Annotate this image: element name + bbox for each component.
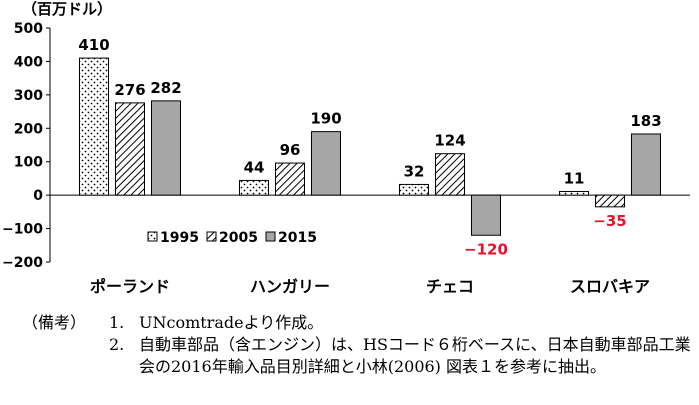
data-label: −35 <box>593 212 626 230</box>
legend-swatch-2005 <box>206 231 217 242</box>
y-tick-label: 200 <box>14 121 43 137</box>
bars-group <box>79 57 661 236</box>
legend: 1995 2005 2015 <box>147 230 317 246</box>
legend-swatch-1995 <box>147 231 158 242</box>
data-label: 190 <box>310 110 341 128</box>
data-label: 124 <box>434 132 465 150</box>
bar-chart: （百万ドル） 500 400 300 200 100 0 −100 −200 410 276 28… <box>2 0 690 296</box>
data-label: −120 <box>464 240 508 258</box>
legend-label: 1995 <box>160 230 199 246</box>
note-1: （備考） 1. UNcomtradeより作成。 <box>22 312 692 334</box>
note-indent <box>22 334 109 378</box>
y-tick-label: −200 <box>2 255 43 271</box>
y-tick-label: 500 <box>14 21 43 37</box>
data-label: 44 <box>244 158 265 176</box>
bar-2005-1 <box>275 162 305 196</box>
category-labels-group: ポーランド ハンガリー チェコ スロバキア <box>90 277 650 296</box>
data-labels-group: 410 276 282 44 96 190 32 124 −120 11 −35 183 <box>78 36 661 258</box>
bar-1995-0 <box>79 57 109 196</box>
note-2: 2. 自動車部品（含エンジン）は、HSコード６桁ベースに、日本自動車部品工業会の… <box>22 334 692 378</box>
bar-1995-1 <box>239 179 269 196</box>
bar-2015-0 <box>151 100 181 196</box>
legend-label: 2005 <box>219 230 258 246</box>
bar-2005-0 <box>115 102 145 196</box>
y-axis-unit-label: （百万ドル） <box>22 0 112 18</box>
note-2-number: 2. <box>109 335 125 354</box>
category-label: スロバキア <box>570 277 650 296</box>
y-tick-label: 400 <box>14 54 43 70</box>
data-label: 96 <box>280 141 301 159</box>
category-label: ハンガリー <box>250 277 330 296</box>
note-1-number: 1. <box>109 313 125 332</box>
data-label: 276 <box>114 81 145 99</box>
bar-2005-3 <box>595 194 625 208</box>
data-label: 11 <box>564 169 585 187</box>
category-label: ポーランド <box>90 277 170 296</box>
legend-swatch-2015 <box>265 231 276 242</box>
category-label: チェコ <box>426 277 474 296</box>
y-tick-label: 0 <box>33 188 43 204</box>
bar-2015-3 <box>631 133 661 196</box>
legend-label: 2015 <box>278 230 317 246</box>
bar-1995-2 <box>399 183 429 196</box>
data-label: 282 <box>150 79 181 97</box>
note-2-text: 自動車部品（含エンジン）は、HSコード６桁ベースに、日本自動車部品工業会の201… <box>139 335 691 376</box>
bar-1995-3 <box>559 190 589 196</box>
y-tick-label: 100 <box>14 155 43 171</box>
note-1-text: UNcomtradeより作成。 <box>139 313 324 332</box>
note-prefix: （備考） <box>22 313 87 332</box>
y-tick-label: −100 <box>2 222 43 238</box>
data-label: 32 <box>404 162 425 180</box>
data-label: 410 <box>78 36 109 54</box>
data-label: 183 <box>630 112 661 130</box>
bar-2015-2 <box>471 194 501 236</box>
bar-2005-2 <box>435 153 465 196</box>
notes: （備考） 1. UNcomtradeより作成。 2. 自動車部品（含エンジン）は… <box>22 312 692 378</box>
bar-2015-1 <box>311 131 341 196</box>
y-tick-label: 300 <box>14 88 43 104</box>
